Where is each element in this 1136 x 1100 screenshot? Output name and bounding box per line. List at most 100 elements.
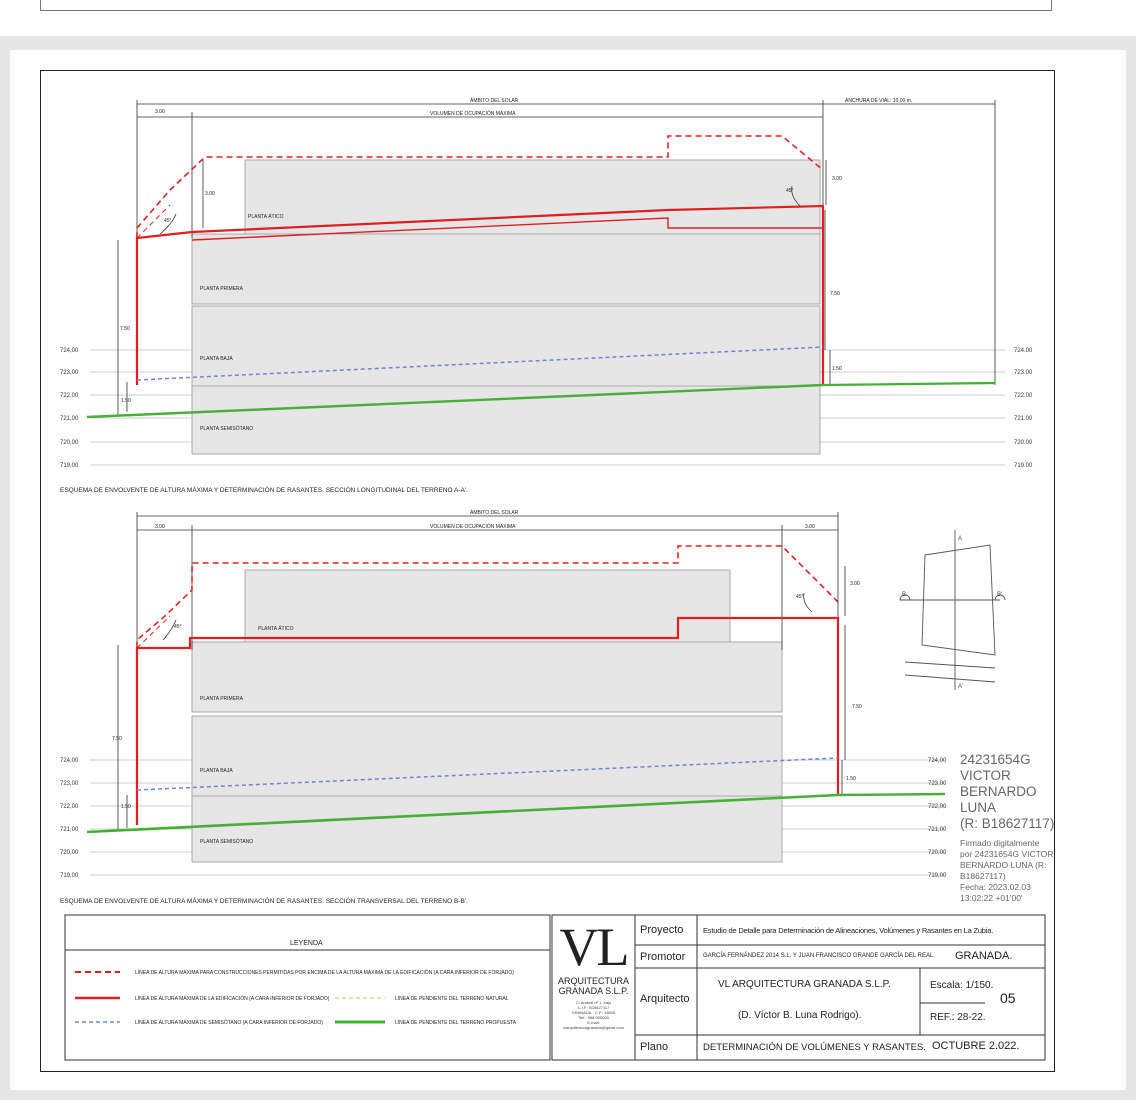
signature-reg: (R: B18627117) [960, 816, 1055, 831]
floor-label-semisotano-a: PLANTA SEMISÓTANO [200, 425, 253, 432]
drawing-sheet-frame [40, 70, 1055, 1072]
value-ref: REF.: 28-22. [930, 1012, 986, 1023]
legend-title: LEYENDA [290, 940, 323, 947]
angle-left-b: 45° [174, 624, 182, 630]
dim-setback-right-b: 3.00 [805, 524, 815, 530]
level-721-b-right: 721,00 [928, 827, 947, 833]
floor-semisotano-b [191, 795, 783, 863]
level-721-a: 721,00 [60, 416, 79, 422]
signature-name-2: BERNARDO LUNA [960, 784, 1037, 815]
dim-total-left-b: 7.50 [112, 736, 122, 742]
floor-label-baja-a: PLANTA BAJA [200, 356, 233, 362]
level-723-b-right: 723,00 [928, 781, 947, 787]
floor-label-baja-b: PLANTA BAJA [200, 768, 233, 774]
value-sheet-number: 05 [1000, 990, 1016, 1006]
key-a-top: A [958, 536, 962, 542]
label-arquitecto: Arquitecto [640, 993, 690, 1005]
logo-contact-4: Telf.: 958 000000 [578, 1015, 609, 1020]
signature-name-1: VICTOR [960, 768, 1011, 783]
label-promotor: Promotor [640, 951, 686, 963]
logo-line-1: ARQUITECTURA [557, 976, 629, 986]
floor-baja-a [191, 305, 821, 387]
dim-setback-left-b: 3.00 [155, 524, 165, 530]
key-a-bottom: A' [958, 684, 963, 690]
signature-line-5: Fecha: 2023.02.03 [960, 882, 1031, 892]
value-fecha: OCTUBRE 2.022. [932, 1040, 1020, 1052]
level-724-b: 724,00 [60, 758, 79, 764]
level-719-a: 719,00 [60, 463, 79, 469]
ambito-label-a: ÁMBITO DEL SOLAR [470, 97, 519, 104]
dim-total-left-a: 7.50 [120, 326, 130, 332]
floor-primera-b [191, 641, 783, 713]
angle-right-b: 45° [796, 594, 804, 600]
logo-contact-1: C/ Arabial nº 1, bajo [575, 1000, 612, 1005]
legend-samples [75, 971, 385, 1024]
level-721-b: 721,00 [60, 827, 79, 833]
label-proyecto: Proyecto [640, 924, 684, 936]
dim-height-right-a: 3.00 [832, 176, 842, 182]
value-proyecto: Estudio de Detalle para Determinación de… [703, 926, 994, 935]
ambito-label-b: ÁMBITO DEL SOLAR [470, 509, 519, 516]
signature-id: 24231654G [960, 752, 1031, 767]
angle-left-a: 45° [164, 218, 172, 224]
logo-contact-3: GRANADA · C.P.: 18005 [571, 1010, 616, 1015]
floor-atico-a [244, 159, 821, 236]
dim-small-right-a: 1.50 [832, 366, 842, 372]
dim-height-left-a: 3.00 [205, 191, 215, 197]
angle-right-a: 45° [786, 188, 794, 194]
level-723-a-right: 723.00 [1014, 370, 1033, 376]
legend-item-2: LÍNEA DE ALTURA MÁXIMA DE LA EDIFICACIÓN… [135, 995, 330, 1002]
level-722-a-right: 722.00 [1014, 393, 1033, 399]
key-b-right: B' [997, 592, 1002, 598]
level-721-a-right: 721.00 [1014, 416, 1033, 422]
dim-small-left-a: 1.50 [121, 398, 131, 404]
previous-page-frame [40, 0, 1052, 11]
level-724-a: 724,00 [60, 348, 79, 354]
title-block-frame [64, 914, 1046, 1061]
dim-total-right-b: 7.50 [852, 704, 862, 710]
previous-page [0, 0, 1136, 36]
logo-contact-2: C.I.F.: B18627117 [577, 1005, 610, 1010]
value-promotor: GARCÍA FERNÁNDEZ 2014 S.L. Y JUAN FRANCI… [703, 953, 934, 959]
level-722-b-right: 722,00 [928, 804, 947, 810]
floor-label-atico-b: PLANTA ÁTICO [258, 625, 294, 632]
legend-item-4: LÍNEA DE ALTURA MÁXIMA DE SEMISÓTANO (A … [135, 1019, 323, 1026]
floor-label-primera-b: PLANTA PRIMERA [200, 696, 244, 702]
floor-label-semisotano-b: PLANTA SEMISÓTANO [200, 838, 253, 845]
volumen-label-a: VOLUMEN DE OCUPACIÓN MÁXIMA [430, 110, 516, 117]
signature-line-3: BERNARDO LUNA (R: [960, 860, 1047, 870]
level-720-b-right: 720,00 [928, 850, 947, 856]
floor-label-atico-a: PLANTA ÁTICO [248, 213, 284, 220]
level-719-a-right: 719.00 [1014, 463, 1033, 469]
logo-mark: VL [559, 917, 630, 977]
level-723-b: 723,00 [60, 781, 79, 787]
level-722-b: 722,00 [60, 804, 79, 810]
logo-contact-6: vlarquitecturagranada@gmail.com [563, 1025, 624, 1030]
value-arquitecto-1: VL ARQUITECTURA GRANADA S.L.P. [718, 979, 891, 990]
floor-baja-b [191, 715, 783, 797]
signature-line-6: 13:02:22 +01'00' [960, 893, 1023, 903]
floor-semisotano-a [191, 385, 821, 455]
level-724-b-right: 724,00 [928, 758, 947, 764]
caption-section-b: ESQUEMA DE ENVOLVENTE DE ALTURA MÁXIMA Y… [60, 896, 468, 905]
section-b [86, 512, 946, 876]
dim-total-right-a: 7.50 [830, 291, 840, 297]
dim-small-right-b: 1.50 [846, 776, 856, 782]
value-city: GRANADA. [955, 950, 1013, 962]
value-plano: DETERMINACIÓN DE VOLÚMENES Y RASANTES. [703, 1042, 926, 1053]
anchura-vial-label: ANCHURA DE VIAL: 10,00 m. [845, 98, 912, 104]
dim-setback-a: 3.00 [155, 109, 165, 115]
signature-line-2: por 24231654G VICTOR [960, 849, 1054, 859]
key-b-left: B [902, 592, 906, 598]
logo-line-2: GRANADA S.L.P. [558, 986, 629, 996]
logo-contact-5: E-mail: [587, 1020, 600, 1025]
level-724-a-right: 724.00 [1014, 348, 1033, 354]
legend-item-5: LÍNEA DE PENDIENTE DEL TERRENO PROPUESTA [395, 1019, 517, 1026]
dim-height-right-b: 3.00 [850, 581, 860, 587]
level-720-a: 720,00 [60, 440, 79, 446]
floor-atico-b [244, 569, 731, 646]
volumen-label-b: VOLUMEN DE OCUPACIÓN MÁXIMA [430, 523, 516, 530]
level-719-b: 719,00 [60, 873, 79, 879]
floor-label-primera-a: PLANTA PRIMERA [200, 286, 244, 292]
label-plano: Plano [640, 1041, 669, 1053]
